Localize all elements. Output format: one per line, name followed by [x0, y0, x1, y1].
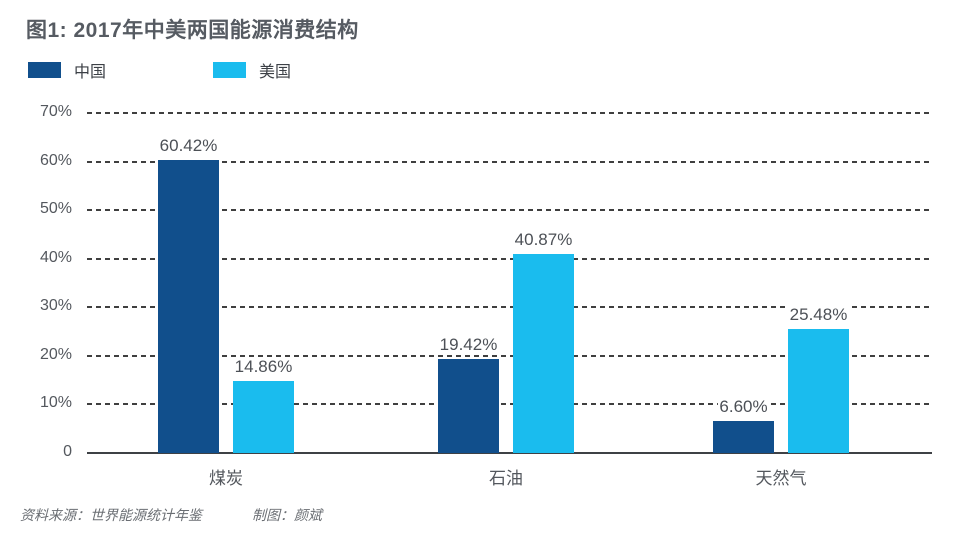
bar-china-gas	[713, 420, 774, 453]
x-axis-line	[87, 452, 932, 454]
bar-value-label-china-coal: 60.42%	[157, 135, 220, 156]
y-tick-label-60: 60%	[39, 151, 72, 169]
y-tick-label-0: 0	[63, 443, 72, 460]
bar-china-coal	[158, 159, 219, 453]
legend-item-china: 中国	[28, 58, 106, 82]
bar-usa-coal	[233, 380, 294, 453]
category-label-oil: 石油	[489, 469, 523, 488]
bar-value-label-china-oil: 19.42%	[437, 334, 500, 355]
legend-label-usa: 美国	[259, 64, 292, 81]
bar-usa-gas	[788, 329, 849, 453]
bar-value-label-usa-gas: 25.48%	[787, 305, 850, 326]
legend: 中国 美国	[28, 58, 291, 82]
legend-swatch-usa	[213, 62, 247, 78]
chart-title: 图1: 2017年中美两国能源消费结构	[26, 19, 359, 42]
source-note: 资料来源：世界能源统计年鉴	[20, 507, 202, 523]
y-tick-label-50: 50%	[39, 200, 72, 218]
gridline-10	[87, 403, 932, 406]
gridline-50	[87, 209, 932, 212]
bar-usa-oil	[513, 254, 574, 453]
category-label-gas: 天然气	[755, 469, 807, 488]
figure-footer: 资料来源：世界能源统计年鉴 制图：颜斌	[20, 505, 940, 525]
gridline-20	[87, 354, 932, 357]
bar-value-label-usa-oil: 40.87%	[512, 230, 575, 251]
legend-label-china: 中国	[74, 64, 107, 81]
y-tick-label-20: 20%	[39, 345, 72, 363]
bar-china-oil	[438, 358, 499, 453]
gridline-30	[87, 306, 932, 309]
bar-value-label-usa-coal: 14.86%	[232, 356, 295, 377]
gridline-60	[87, 160, 932, 163]
y-tick-label-40: 40%	[39, 248, 72, 266]
gridline-40	[87, 257, 932, 260]
bar-value-label-china-gas: 6.60%	[717, 396, 770, 417]
category-label-coal: 煤炭	[209, 469, 243, 488]
y-tick-label-10: 10%	[39, 394, 72, 412]
y-tick-label-30: 30%	[39, 297, 72, 315]
credit-note: 制图：颜斌	[252, 507, 322, 523]
legend-item-usa: 美国	[213, 58, 291, 82]
legend-swatch-china	[28, 62, 61, 78]
gridline-70	[87, 112, 932, 114]
y-tick-label-70: 70%	[39, 103, 72, 120]
